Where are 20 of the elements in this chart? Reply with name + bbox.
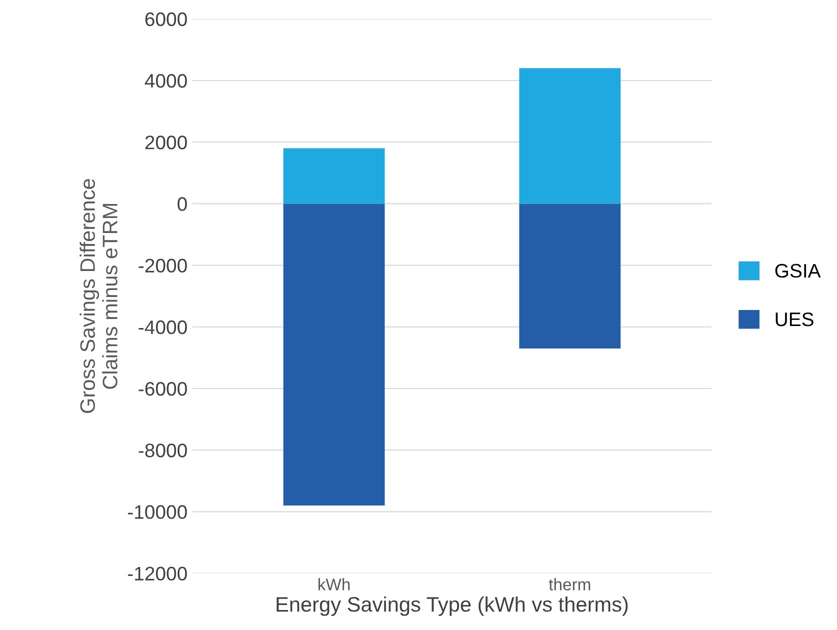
y-tick-label: 0 (178, 197, 187, 211)
y-tick-label: -10000 (128, 505, 187, 519)
bar (283, 204, 385, 506)
legend-label: GSIA (775, 264, 821, 278)
y-tick-label: 4000 (144, 74, 187, 88)
bar (283, 148, 385, 204)
y-axis-title: Gross Savings Difference Claims minus eTRM (80, 179, 118, 413)
x-tick-label: therm (548, 578, 590, 590)
y-tick-label: 2000 (145, 136, 187, 150)
y-tick-label: -4000 (138, 320, 187, 334)
bar (519, 68, 621, 204)
y-tick-label: -6000 (138, 382, 187, 396)
y-tick-label: -8000 (138, 444, 187, 458)
y-tick-label: -2000 (138, 258, 187, 273)
y-tick-label: -12000 (128, 566, 187, 581)
x-axis-title: Energy Savings Type (kWh vs therms) (276, 596, 628, 616)
x-tick-label: kWh (318, 578, 350, 590)
bar (519, 204, 621, 348)
legend-label: UES (776, 312, 814, 326)
y-tick-label: 6000 (145, 12, 187, 26)
